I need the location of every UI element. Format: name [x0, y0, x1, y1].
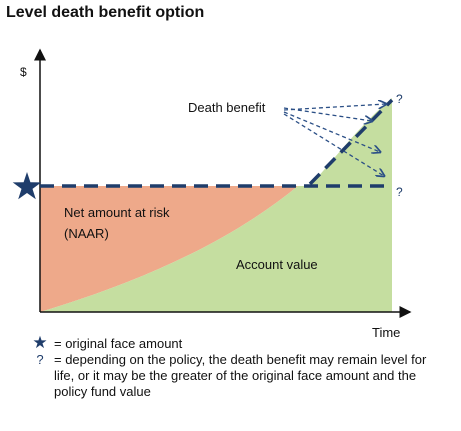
page-title: Level death benefit option — [6, 4, 205, 21]
death-benefit-pointers — [283, 104, 386, 176]
naar-label-line2: (NAAR) — [64, 226, 109, 241]
legend-star-text: = original face amount — [54, 336, 183, 351]
question-mark-level: ? — [396, 185, 403, 199]
star-icon: ★ — [32, 333, 48, 352]
legend-star-row: ★ = original face amount — [28, 333, 448, 352]
y-axis-label: $ — [20, 65, 27, 79]
increasing-death-benefit-line — [308, 98, 394, 186]
naar-label-line1: Net amount at risk — [64, 205, 170, 220]
legend-question-text: = depending on the policy, the death ben… — [54, 352, 427, 399]
legend: ★ = original face amount ? = depending o… — [28, 333, 448, 400]
death-benefit-label: Death benefit — [188, 100, 266, 115]
naar-area — [40, 186, 298, 312]
legend-question-row: ? = depending on the policy, the death b… — [28, 352, 448, 400]
x-axis-label: Time — [372, 325, 400, 340]
account-value-label: Account value — [236, 257, 318, 272]
question-mark-icon: ? — [36, 352, 44, 367]
question-mark-top: ? — [396, 92, 403, 106]
account-value-area — [40, 98, 392, 312]
star-icon — [12, 172, 42, 200]
